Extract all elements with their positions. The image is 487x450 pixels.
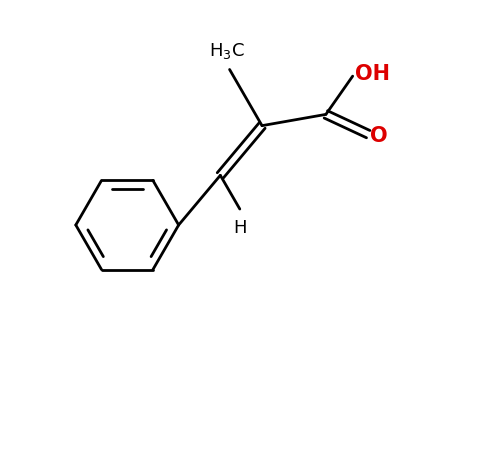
Text: O: O: [371, 126, 388, 146]
Text: OH: OH: [355, 64, 390, 84]
Text: H$_3$C: H$_3$C: [209, 41, 245, 62]
Text: H: H: [233, 219, 246, 237]
